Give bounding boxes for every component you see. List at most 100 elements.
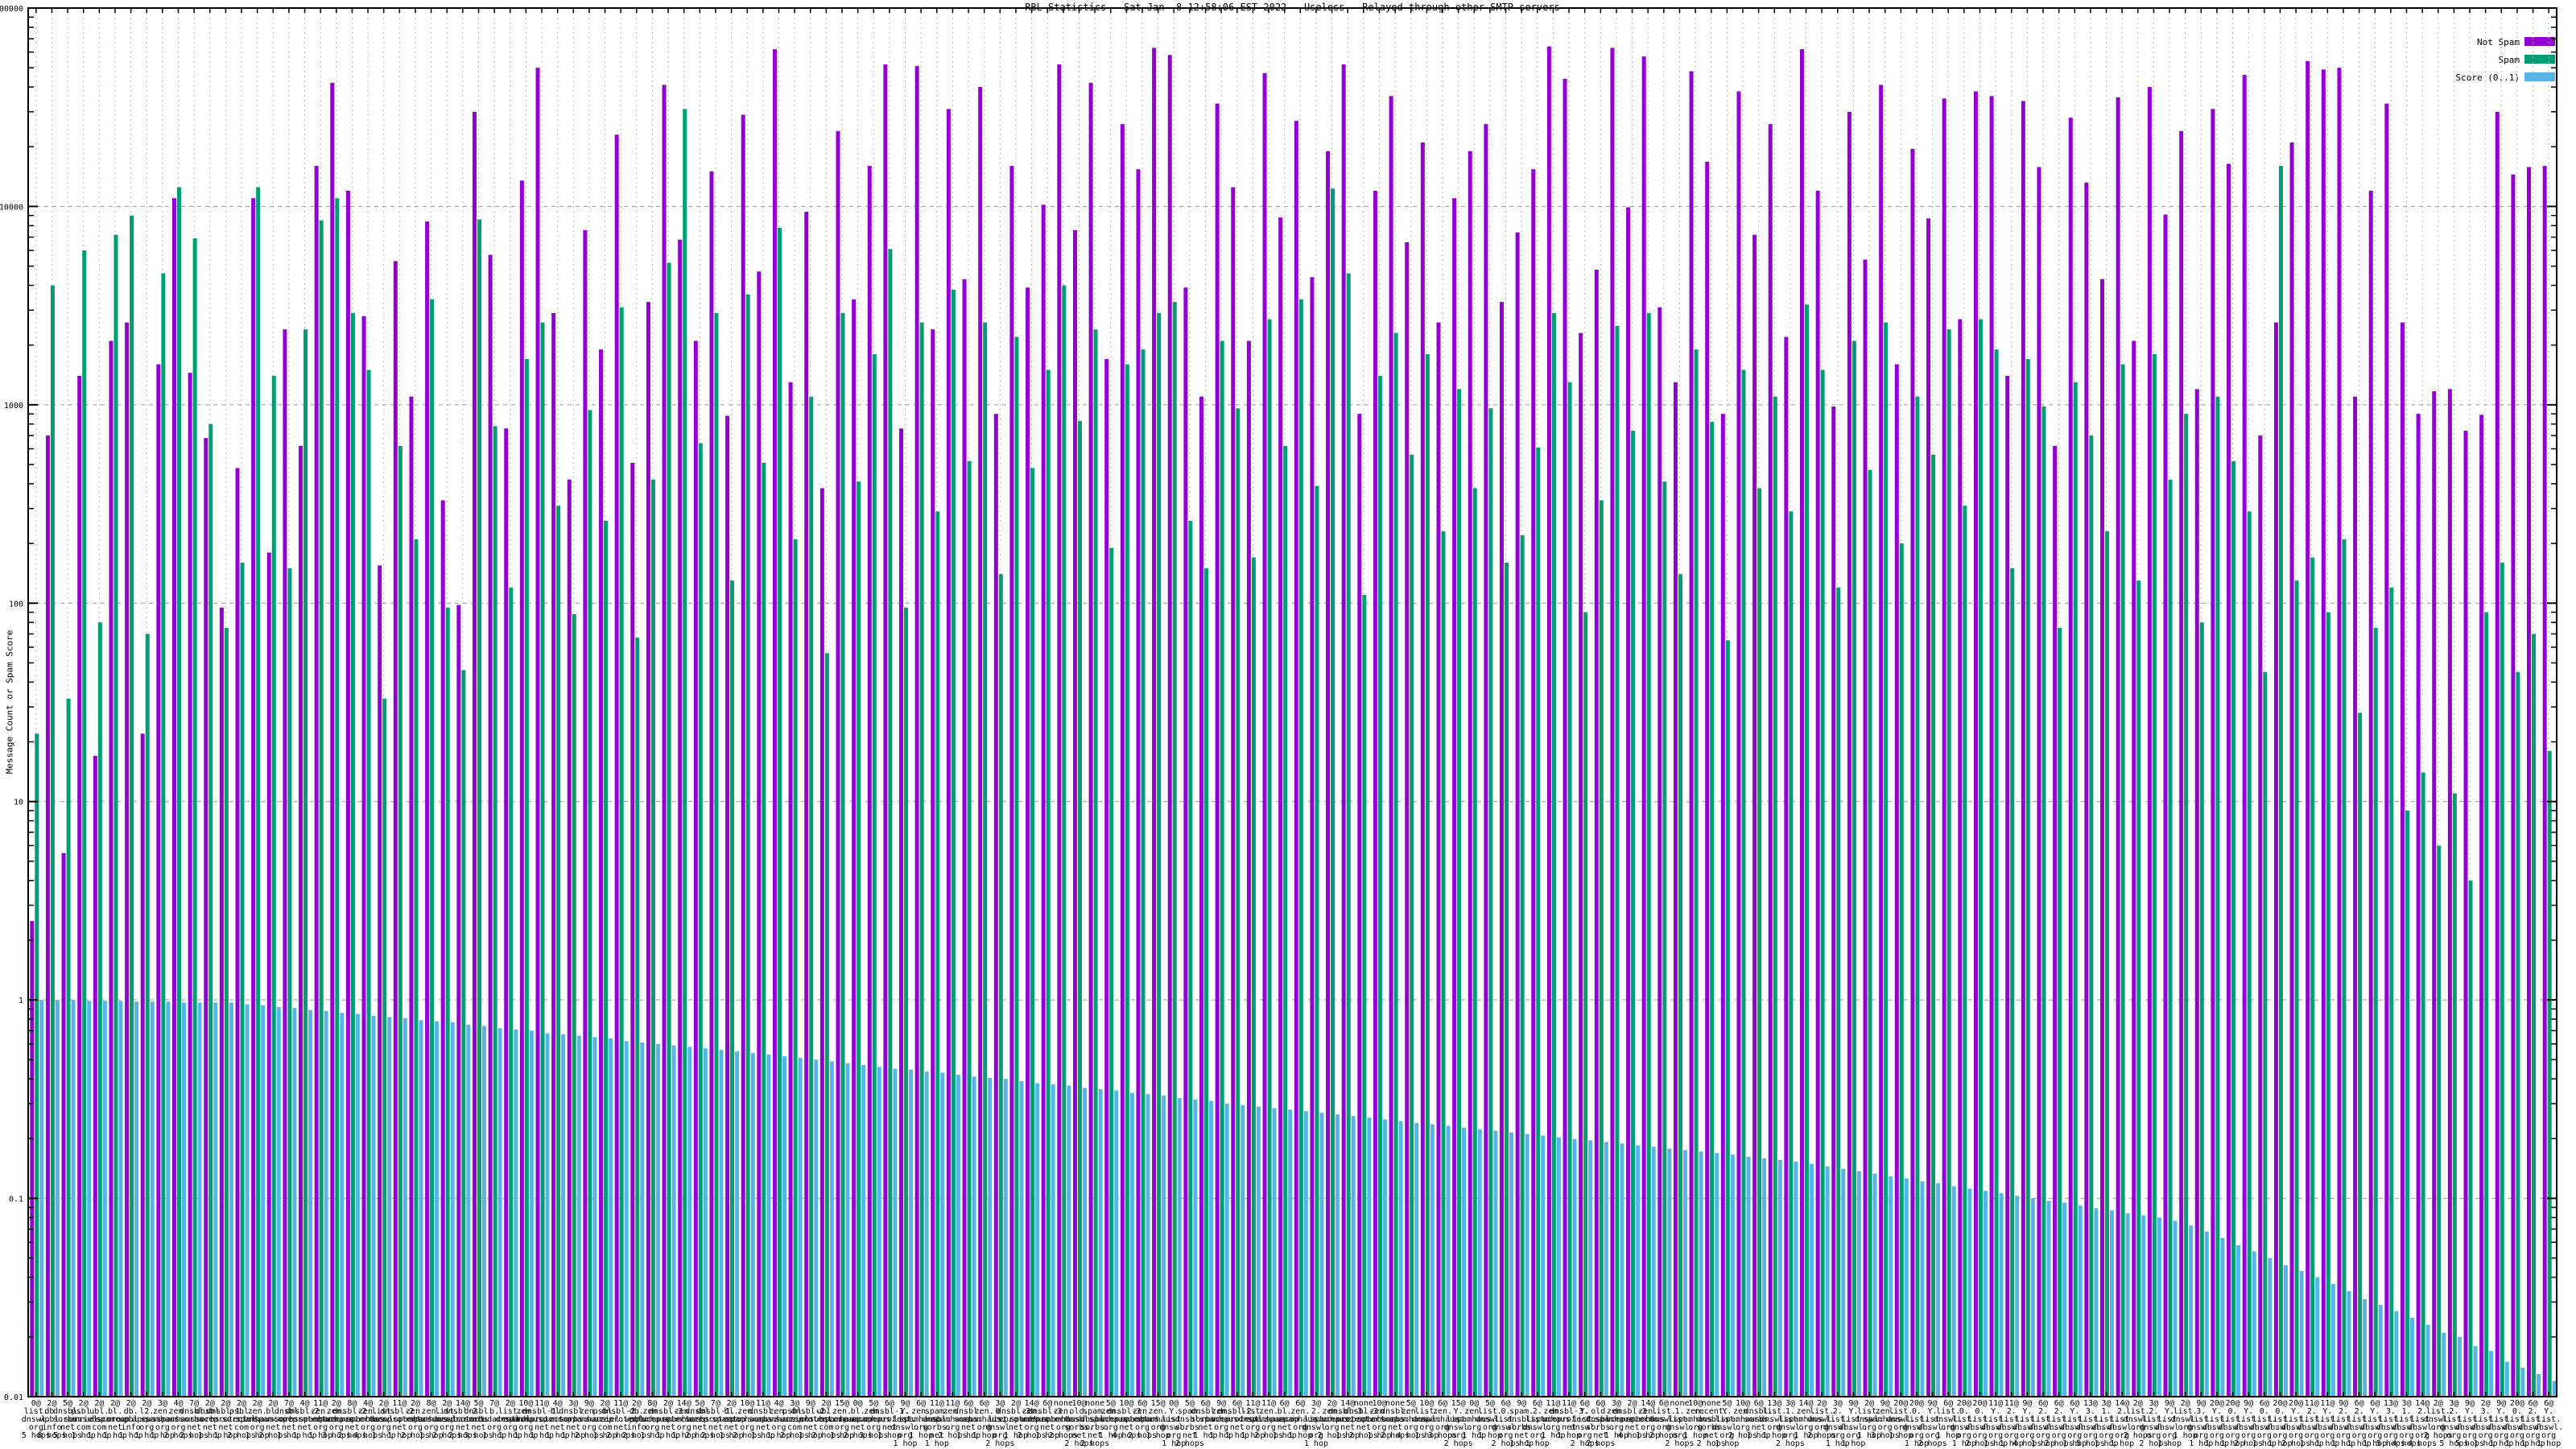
bar — [2030, 1198, 2035, 1397]
x-tick-label: 14@ dnsbl-2. uceprotect. net 2 hops — [436, 1399, 489, 1440]
bar — [819, 488, 824, 1397]
bar — [276, 1007, 281, 1397]
bar — [2405, 810, 2409, 1397]
bar — [2227, 163, 2231, 1397]
x-tick-label: 9@ dnsbl-2. uceprotect. net 1 hop — [784, 1399, 837, 1440]
bar — [1041, 204, 1046, 1397]
bar — [1256, 1106, 1261, 1397]
bar — [299, 446, 303, 1397]
bar — [1915, 396, 1920, 1397]
bar — [1667, 1148, 1672, 1397]
x-tick-label: 20@ 0. list. dnswl. org 1 hop — [1950, 1399, 1979, 1448]
bar — [324, 1010, 328, 1397]
bar — [1457, 389, 1462, 1397]
bar — [1109, 547, 1114, 1397]
bar — [845, 1063, 850, 1397]
bar — [2041, 407, 2046, 1397]
bar — [561, 1034, 566, 1397]
bar — [1398, 1121, 1403, 1397]
x-tick-label: 7@ dnsbl. sorbs. net 1 hop — [275, 1399, 303, 1440]
legend-swatch-not-spam — [2524, 37, 2555, 46]
bar — [745, 294, 750, 1397]
bar — [271, 375, 276, 1397]
bar — [2120, 364, 2125, 1397]
bar — [1615, 325, 1620, 1397]
bar — [519, 180, 524, 1397]
bar — [1904, 1178, 1909, 1397]
x-tick-label: 20@ list. dnswl. org 1 hop — [1886, 1399, 1915, 1440]
bar — [493, 426, 497, 1397]
x-tick-label: 6@ dnsbl. sorbs. net 1 hop — [954, 1399, 983, 1440]
bar — [2062, 1203, 2067, 1397]
series-not-spam — [30, 46, 2547, 1397]
legend-entry-not-spam: Not Spam — [2334, 37, 2576, 47]
bar — [662, 85, 667, 1397]
bar — [931, 329, 935, 1397]
bar — [1288, 1109, 1293, 1397]
bar — [240, 562, 245, 1397]
bar — [1836, 587, 1841, 1397]
bar — [2046, 1200, 2051, 1397]
bar — [535, 68, 540, 1397]
x-tick-label: 2@ psbl. surriel. com 1 hop — [585, 1399, 624, 1440]
x-tick-label: 2@ l2. apews. org 1 hop — [132, 1399, 161, 1440]
bar — [2342, 539, 2347, 1397]
x-tick-label: 0@ bl. spamcop. net 2 hops — [839, 1399, 877, 1440]
bar — [2326, 612, 2330, 1397]
bar — [2204, 1231, 2209, 1397]
bar — [1910, 148, 1915, 1397]
bar — [1841, 1168, 1846, 1397]
bar — [1725, 640, 1730, 1397]
bar — [109, 341, 114, 1397]
x-tick-label: 11@ list. dnswl. org 1 hop — [1238, 1399, 1267, 1440]
bar — [2084, 182, 2089, 1397]
bar — [1646, 312, 1651, 1397]
bar — [1579, 332, 1583, 1397]
bar — [861, 1064, 866, 1397]
bar — [2516, 671, 2520, 1397]
bar — [1773, 396, 1777, 1397]
bar — [788, 382, 793, 1397]
x-tick-label: 2@ 3. list. dnswl. org 1 hop — [2471, 1399, 2500, 1448]
bar — [204, 438, 208, 1397]
bar — [1199, 396, 1204, 1397]
bar — [893, 1068, 898, 1397]
bar — [730, 580, 735, 1397]
x-tick-label: 2@ list. dnswl. org 2 hops — [432, 1399, 461, 1440]
x-tick-label: 3@ 1. list. dnswl. org 2 hops — [1776, 1399, 1805, 1448]
bar — [2463, 431, 2468, 1397]
x-tick-label: 5@ Y. list. dnswl. org 1 hop — [1712, 1399, 1741, 1448]
bar — [466, 1024, 471, 1397]
bar — [256, 187, 261, 1397]
bar — [2179, 130, 2184, 1397]
y-tick-label: 10 — [14, 799, 23, 807]
bar — [2247, 511, 2252, 1397]
x-tick-label: 6@ dnsbl. sorbs. net 1 hop — [1191, 1399, 1220, 1440]
x-tick-label: 9@ 3. list. dnswl. org 1 hop — [2186, 1399, 2215, 1448]
x-tick-label: 2@ zen. spamhaus. org 2 hops — [1310, 1399, 1353, 1440]
bar — [951, 289, 956, 1397]
bar — [2394, 1311, 2399, 1397]
bar — [2258, 436, 2263, 1397]
x-tick-label: none dnsbl. sorbs. net 2 hops — [1381, 1399, 1410, 1440]
bar — [650, 479, 655, 1397]
legend-swatch-score — [2524, 72, 2555, 81]
bar — [655, 1043, 660, 1397]
bar — [2236, 1245, 2241, 1397]
bar — [2273, 322, 2278, 1397]
bar — [1583, 612, 1588, 1397]
bar — [1884, 322, 1889, 1397]
bar — [1373, 190, 1377, 1397]
x-tick-label: 20@ Y. list. dnswl. org 2 hops — [2281, 1399, 2310, 1448]
x-tick-label: none dnsbl-3. uceprotect. net 2 hops — [1337, 1399, 1390, 1440]
x-tick-label: 14@ dnsbl-3. uceprotect. net 1 hop — [1321, 1399, 1374, 1440]
bar — [1989, 96, 1994, 1397]
bar — [1188, 521, 1193, 1397]
bar — [1362, 595, 1367, 1397]
bar — [940, 1072, 945, 1397]
bar — [2500, 562, 2504, 1397]
bar — [2527, 167, 2532, 1397]
bar — [2447, 389, 2452, 1397]
bar — [829, 1061, 834, 1397]
